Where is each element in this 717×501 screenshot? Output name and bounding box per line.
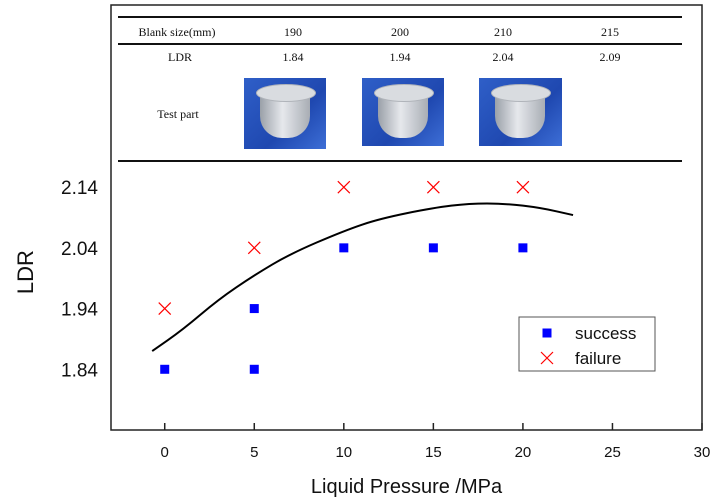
success-point xyxy=(249,364,259,374)
failure-point xyxy=(337,180,351,194)
ldr-value: 1.84 xyxy=(282,50,304,64)
x-tick-label: 15 xyxy=(425,444,442,461)
legend-label-failure: failure xyxy=(575,349,621,368)
header-200: 200 xyxy=(391,25,409,39)
success-point xyxy=(428,243,438,253)
x-tick-label: 0 xyxy=(161,444,169,461)
ldr-value: 1.94 xyxy=(389,50,411,64)
success-point xyxy=(339,243,349,253)
x-axis-label: Liquid Pressure /MPa xyxy=(311,476,503,498)
ldr-value: 2.04 xyxy=(492,50,514,64)
x-tick-label: 20 xyxy=(515,444,532,461)
header-210: 210 xyxy=(494,25,512,39)
test-part-photo-200 xyxy=(362,78,444,146)
success-point xyxy=(249,304,259,314)
table-rule xyxy=(118,160,682,162)
failure-point xyxy=(426,180,440,194)
x-tick-label: 30 xyxy=(694,444,711,461)
test-part-photo-210 xyxy=(479,78,562,146)
x-tick-label: 25 xyxy=(604,444,621,461)
legend-marker-failure xyxy=(540,351,554,365)
test-part-photo-190 xyxy=(244,78,326,149)
table-rule xyxy=(118,16,682,18)
x-tick-label: 10 xyxy=(335,444,352,461)
legend xyxy=(518,316,656,372)
plot-frame xyxy=(110,4,703,431)
y-tick-label: 1.94 xyxy=(61,300,98,321)
failure-point xyxy=(247,241,261,255)
success-point xyxy=(518,243,528,253)
fit-curve xyxy=(151,202,574,352)
legend-marker-success xyxy=(542,328,552,338)
failure-point xyxy=(516,180,530,194)
table-rule xyxy=(118,43,682,45)
x-tick-label: 5 xyxy=(250,444,258,461)
y-tick-label: 2.04 xyxy=(61,239,98,260)
y-tick-label: 1.84 xyxy=(61,360,98,381)
y-tick-label: 2.14 xyxy=(61,178,98,199)
ldr-value: 2.09 xyxy=(599,50,621,64)
legend-label-success: success xyxy=(575,324,636,343)
header-blank-size: Blank size(mm) xyxy=(138,25,216,39)
header-215: 215 xyxy=(601,25,619,39)
success-point xyxy=(160,364,170,374)
header-190: 190 xyxy=(284,25,302,39)
ldr-label: LDR xyxy=(168,50,192,64)
test-part-label: Test part xyxy=(157,107,199,121)
y-axis-label: LDR xyxy=(13,250,38,294)
failure-point xyxy=(158,302,172,315)
